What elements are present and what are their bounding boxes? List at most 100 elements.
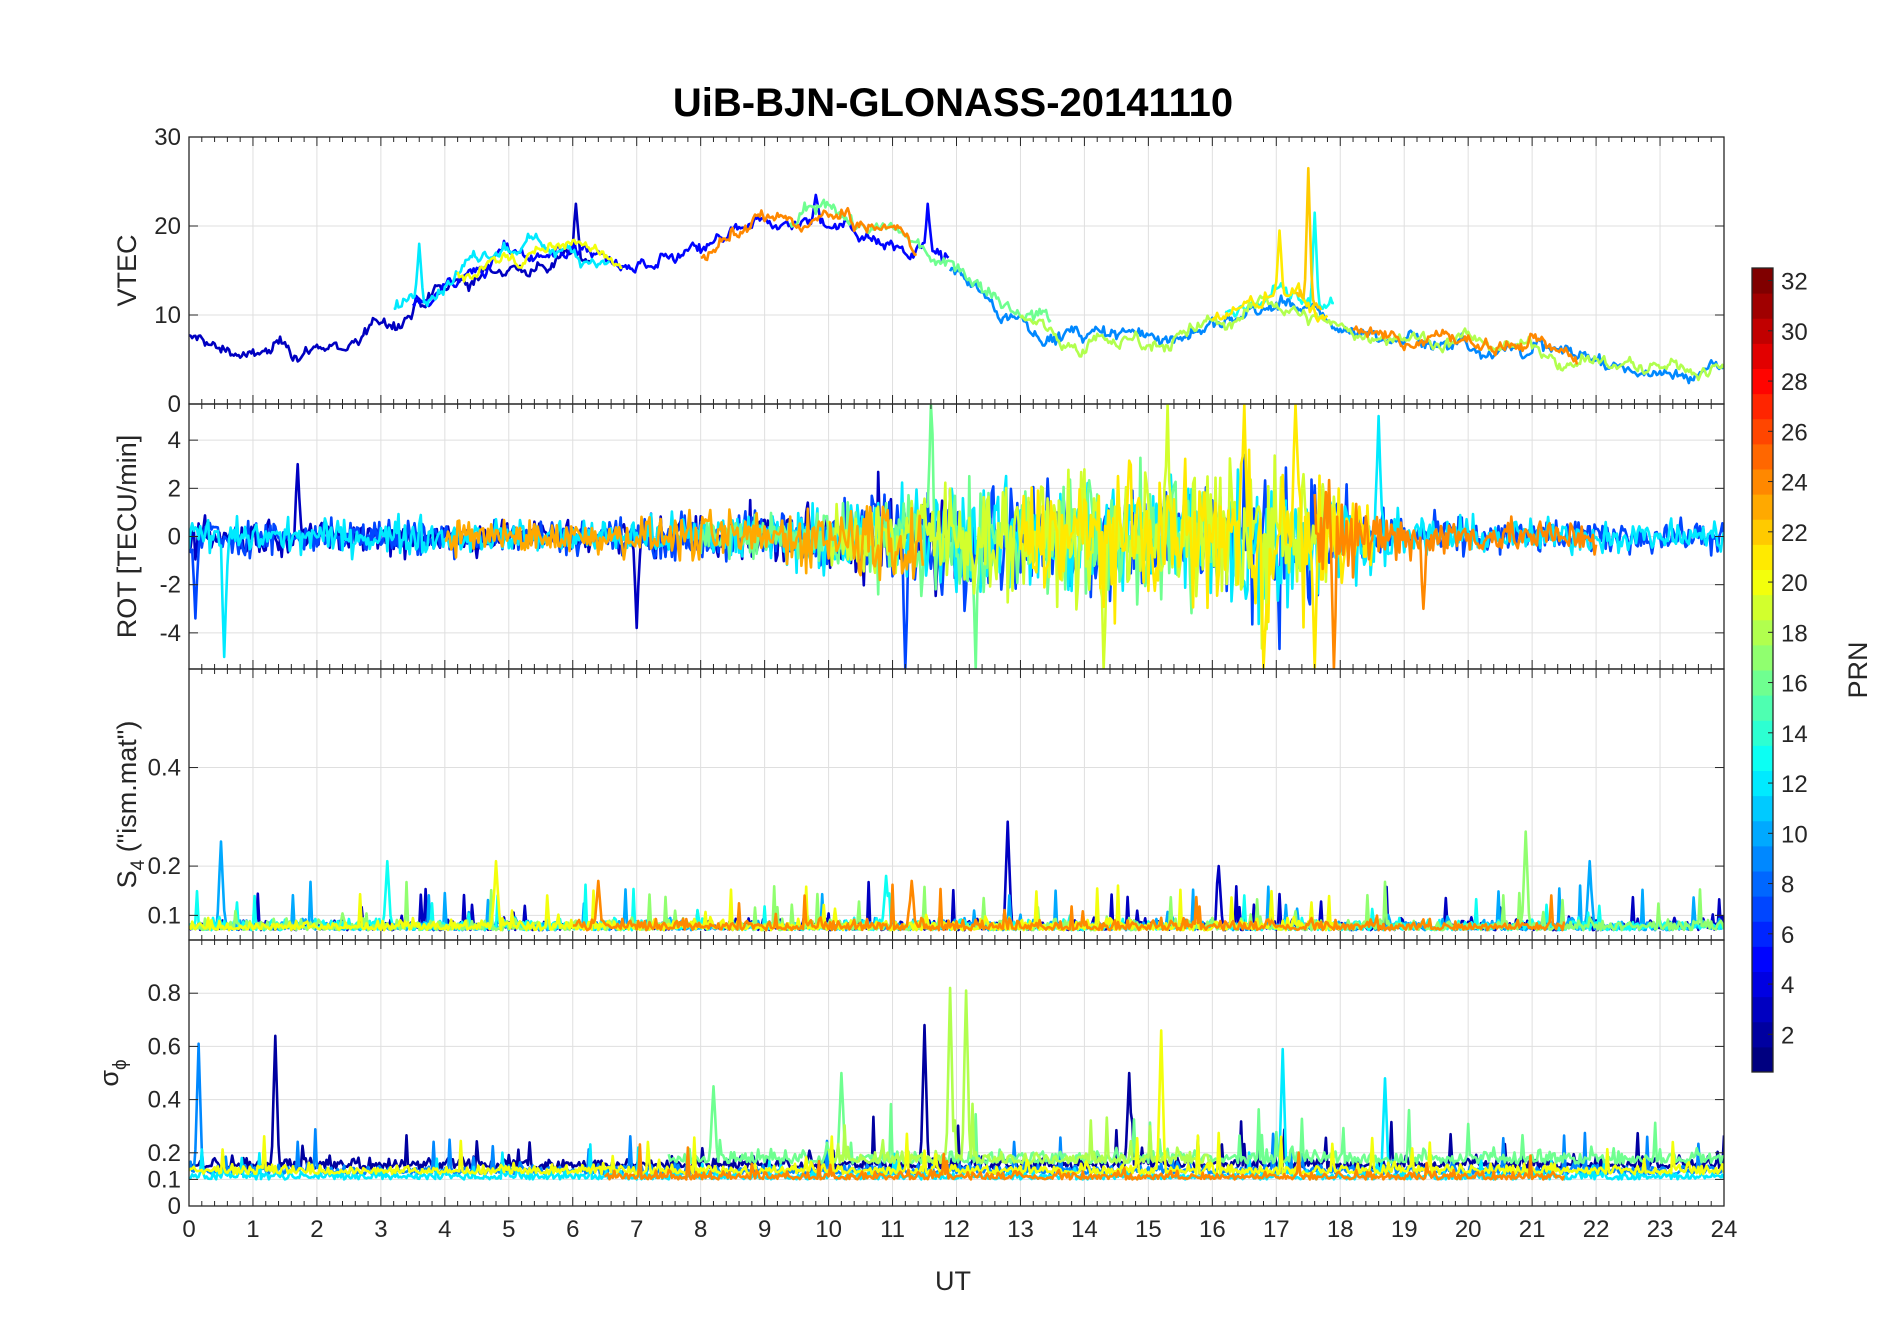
y-axis-label-subscript: ϕ	[110, 1059, 131, 1070]
colorbar-segment	[1752, 921, 1773, 947]
series-group-rot	[189, 404, 1724, 669]
y-tick-label: 0	[168, 1193, 181, 1220]
series-line-prn-21	[1019, 404, 1374, 669]
series-line-prn-9	[948, 266, 1724, 385]
series-line-prn-16	[788, 198, 1052, 323]
y-tick-label: 0.1	[148, 1166, 181, 1193]
colorbar-segment	[1752, 1046, 1773, 1073]
series-group-sigma	[189, 986, 1724, 1181]
colorbar-segment	[1752, 443, 1773, 470]
y-axis-label-main: S	[112, 870, 142, 888]
y-tick-label: -4	[160, 620, 181, 647]
colorbar-segment	[1752, 393, 1773, 420]
series-line-prn-12	[189, 414, 1724, 659]
y-tick-label: 30	[154, 124, 181, 151]
x-tick-label: 1	[246, 1216, 259, 1243]
colorbar-segment	[1752, 469, 1773, 495]
panel-vtec: 0 10 20 30 VTEC	[112, 124, 1725, 418]
colorbar-tick-label: 24	[1781, 470, 1808, 497]
y-tick-label: 0.2	[148, 853, 181, 880]
x-tick-label: 15	[1135, 1216, 1162, 1243]
x-tick-label: 23	[1647, 1216, 1674, 1243]
colorbar-segment	[1752, 820, 1773, 847]
colorbar-label: PRN	[1843, 641, 1873, 698]
colorbar-segment	[1752, 494, 1773, 520]
panel-rot: -4 -2 0 2 4 ROT [TECU/min]	[112, 403, 1725, 670]
colorbar-tick-label: 26	[1781, 419, 1808, 446]
y-axis-label-suffix: ("ism.mat")	[112, 721, 142, 860]
colorbar-segment	[1752, 770, 1773, 797]
series-line-prn-24	[1352, 325, 1579, 365]
colorbar-tick-label: 18	[1781, 620, 1808, 647]
colorbar-tick-label: 12	[1781, 771, 1808, 798]
colorbar-segment	[1752, 368, 1773, 395]
series-line-prn-23	[444, 504, 925, 582]
colorbar-tick-label: 2	[1781, 1022, 1794, 1049]
y-tick-label: 10	[154, 302, 181, 329]
x-tick-label: 17	[1263, 1216, 1290, 1243]
x-tick-label: 24	[1711, 1216, 1738, 1243]
series-line-prn-21	[1211, 229, 1329, 323]
x-tick-label: 9	[758, 1216, 771, 1243]
series-line-prn-18	[827, 986, 1212, 1165]
colorbar-segment	[1752, 418, 1773, 445]
colorbar-segment	[1752, 996, 1773, 1023]
series-line-prn-24	[572, 879, 1566, 932]
colorbar-segment	[1752, 544, 1773, 570]
y-axis-label-vtec: VTEC	[112, 234, 142, 306]
ticks-sigma	[188, 940, 1725, 1207]
ticks-vtec	[188, 136, 1725, 405]
y-axis-label-subscript: 4	[128, 859, 149, 870]
y-tick-label: 0.2	[148, 1140, 181, 1167]
colorbar-segment	[1752, 293, 1773, 319]
x-tick-label: 18	[1327, 1216, 1354, 1243]
y-axis-label-main: σ	[94, 1070, 124, 1087]
colorbar-segment	[1752, 343, 1773, 369]
colorbar-tick-label: 14	[1781, 721, 1808, 748]
colorbar-segment	[1752, 845, 1773, 872]
series-group-vtec	[189, 166, 1724, 385]
colorbar-segment	[1752, 619, 1773, 646]
series-line-prn-3	[189, 202, 591, 363]
colorbar-tick-label: 22	[1781, 520, 1808, 547]
series-line-prn-24	[603, 1143, 1566, 1181]
y-tick-label: 0	[168, 391, 181, 418]
colorbar-segment	[1752, 720, 1773, 746]
colorbar-tick-label: 6	[1781, 922, 1794, 949]
x-tick-label: 21	[1519, 1216, 1546, 1243]
colorbar-segment	[1752, 594, 1773, 621]
x-tick-label: 3	[374, 1216, 387, 1243]
series-line-prn-22	[1295, 166, 1323, 311]
colorbar-tick-label: 4	[1781, 972, 1794, 999]
colorbar-box	[1751, 267, 1774, 1073]
colorbar-segment	[1752, 745, 1773, 771]
x-tick-label: 11	[880, 1216, 905, 1243]
series-line-prn-18	[1019, 294, 1724, 382]
series-line-prn-24	[700, 206, 918, 262]
colorbar-segment	[1752, 569, 1773, 596]
x-tick-label: 6	[566, 1216, 579, 1243]
series-line-prn-12	[393, 232, 611, 311]
y-tick-label: 0	[168, 524, 181, 551]
y-tick-label: 0.4	[148, 1087, 181, 1114]
colorbar-segment	[1752, 695, 1773, 721]
x-tick-label: 16	[1199, 1216, 1226, 1243]
colorbar-tick-label: 28	[1781, 369, 1808, 396]
x-tick-label: 2	[310, 1216, 323, 1243]
panel-s4: 0.10.20.4S4 ("ism.mat")	[112, 668, 1725, 941]
colorbar-segment	[1752, 268, 1773, 294]
y-tick-label: 20	[154, 213, 181, 240]
y-axis-label-sigma: σϕ	[94, 1059, 131, 1086]
x-axis-label: UT	[935, 1266, 971, 1296]
colorbar-tick-label: 30	[1781, 319, 1808, 346]
x-tick-label: 12	[943, 1216, 970, 1243]
x-tick-label: 10	[815, 1216, 842, 1243]
colorbar-tick-label: 10	[1781, 821, 1808, 848]
y-tick-label: 0.4	[148, 755, 181, 782]
y-tick-label: -2	[160, 572, 181, 599]
colorbar-segment	[1752, 318, 1773, 344]
colorbar-segment	[1752, 795, 1773, 822]
series-line-prn-24	[1313, 478, 1598, 669]
